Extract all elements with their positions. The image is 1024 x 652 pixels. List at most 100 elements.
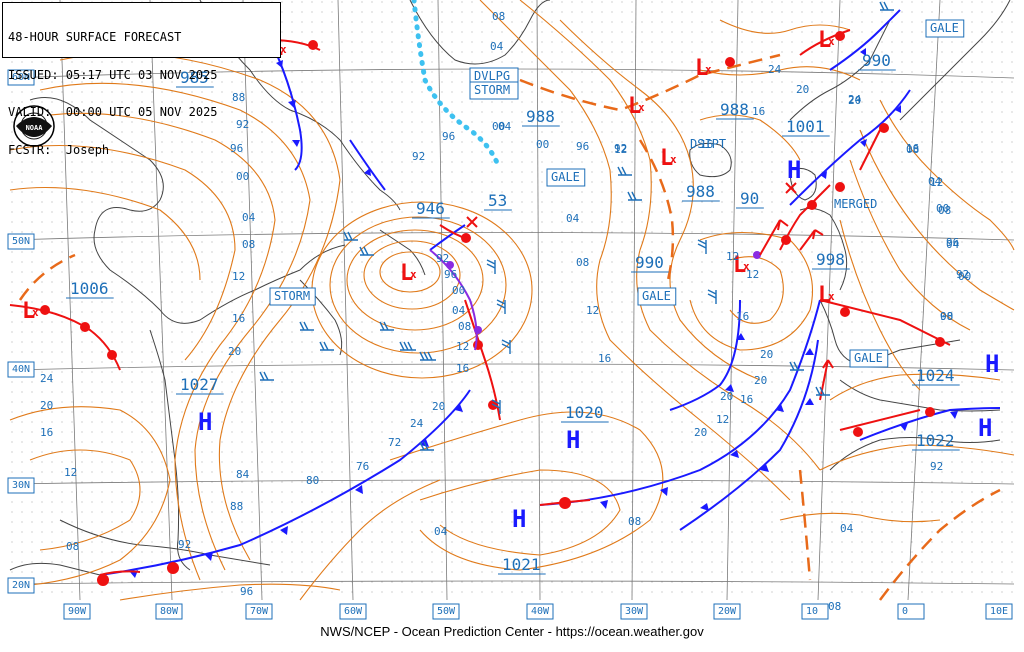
- isobar-label: 96: [946, 236, 959, 249]
- footer-credit: NWS/NCEP - Ocean Prediction Center - htt…: [320, 624, 704, 639]
- low-tracks: [18, 53, 1001, 601]
- high-center-marker: H: [787, 156, 801, 184]
- longitude-label: 60W: [344, 606, 363, 617]
- isobar-label: 20: [694, 426, 707, 439]
- high-pressure-value: 1027: [180, 375, 219, 394]
- status-label: STORM: [474, 83, 510, 97]
- high-center-marker: H: [978, 414, 992, 442]
- high-center-marker: H: [566, 426, 580, 454]
- isobar-label: 12: [614, 143, 627, 156]
- isobar-label: 04: [840, 522, 854, 535]
- high-pressure-value: 1022: [916, 431, 955, 450]
- cold-front-barbs: [130, 48, 958, 578]
- isobar-label: 12: [716, 413, 729, 426]
- warning-label: GALE: [930, 21, 959, 35]
- isobar-label: 00: [452, 284, 465, 297]
- low-pressure-value: 53: [488, 191, 507, 210]
- movement-arrows: [759, 219, 834, 401]
- isobar-label: 12: [232, 270, 245, 283]
- low-center-x: x: [32, 306, 39, 319]
- longitude-label: 70W: [250, 606, 269, 617]
- latitude-label-box: [7, 361, 35, 378]
- isobar-label: 16: [752, 105, 765, 118]
- longitude-label: 50W: [437, 606, 456, 617]
- high-pressure-value: 1021: [502, 555, 541, 574]
- isobar-label: 00: [958, 270, 971, 283]
- isobar-label: 96: [576, 140, 589, 153]
- warning-label: STORM: [274, 289, 310, 303]
- longitude-label-box: [713, 603, 741, 620]
- isobar-label: 92: [930, 460, 943, 473]
- low-center-marker: L: [695, 56, 708, 81]
- low-center-marker: L: [818, 28, 831, 53]
- longitude-label-box: [897, 603, 925, 620]
- high-center-marker: H: [985, 350, 999, 378]
- longitude-label-box: [985, 603, 1013, 620]
- isobar-label: 76: [356, 460, 369, 473]
- longitude-label: 80W: [160, 606, 179, 617]
- occluded-front: [429, 249, 478, 351]
- isobar-label: 92: [236, 118, 249, 131]
- low-pressure-value: 988: [686, 182, 715, 201]
- issued-time: ISSUED: 05:17 UTC 03 NOV 2025: [8, 67, 218, 82]
- isobar-label: 04: [242, 211, 256, 224]
- isobar-label: 24: [768, 63, 782, 76]
- status-label-box: [469, 81, 519, 100]
- latitude-label: 30N: [12, 480, 30, 491]
- isobar-label: 00: [936, 202, 949, 215]
- low-pressure-value: 998: [816, 250, 845, 269]
- forecast-title: 48-HOUR SURFACE FORECAST: [8, 30, 182, 44]
- status-label: MERGED: [834, 197, 877, 211]
- isobar-label: 08: [906, 143, 919, 156]
- latitude-label-box: [7, 233, 35, 250]
- low-center-marker: L: [628, 94, 641, 119]
- low-center-x: x: [280, 43, 287, 56]
- isobar-label: 20: [720, 390, 733, 403]
- high-center-marker: H: [512, 505, 526, 533]
- forecaster: FCSTR: Joseph: [8, 142, 110, 157]
- high-pressure-value: 1024: [916, 366, 955, 385]
- isobar-label: 20: [40, 399, 53, 412]
- isobar-label: 12: [456, 340, 469, 353]
- latitude-label: 50N: [12, 236, 30, 247]
- isobar-label: 16: [740, 393, 753, 406]
- isobars: [9, 0, 1015, 601]
- isobar-label: 08: [66, 540, 79, 553]
- isobar-label: 04: [490, 40, 504, 53]
- warning-label: GALE: [642, 289, 671, 303]
- status-label: DSIPT: [690, 137, 726, 151]
- warm-front-bulbs: [40, 31, 945, 586]
- isobar-label: 00: [236, 170, 249, 183]
- low-pressure-value: 946: [416, 199, 445, 218]
- latitude-label: 60N: [12, 72, 30, 83]
- isobar-label: 16: [232, 312, 245, 325]
- low-pressure-value: 988: [526, 107, 555, 126]
- isobar-label: 20: [796, 83, 809, 96]
- low-pressure-value: 90: [740, 189, 759, 208]
- warning-label-box: [925, 19, 965, 38]
- isobar-label: 16: [456, 362, 469, 375]
- isobar-label: 92: [614, 142, 627, 155]
- isobar-label: 92: [956, 268, 969, 281]
- isobar-label: 16: [40, 426, 53, 439]
- warning-label-box: [637, 287, 677, 306]
- isobar-label: 08: [938, 204, 951, 217]
- longitude-label: 90W: [68, 606, 87, 617]
- isobar-label: 24: [848, 93, 862, 106]
- isobar-label: 96: [230, 142, 243, 155]
- latitude-label-box: [7, 577, 35, 594]
- isobar-label: 00: [492, 120, 505, 133]
- longitude-label-box: [63, 603, 91, 620]
- wind-barbs: [259, 1, 894, 451]
- low-center-x: x: [705, 63, 712, 76]
- isobar-label: 24: [410, 417, 424, 430]
- low-center-marker: L: [660, 146, 673, 171]
- isobar-label: 08: [492, 10, 505, 23]
- isobar-label: 16: [906, 142, 919, 155]
- ice-edge: [411, 0, 501, 168]
- isobar-label: 20: [760, 348, 773, 361]
- longitude-label: 20W: [718, 606, 737, 617]
- forecast-header: 48-HOUR SURFACE FORECAST ISSUED: 05:17 U…: [2, 2, 281, 156]
- isobar-label: 04: [946, 238, 960, 251]
